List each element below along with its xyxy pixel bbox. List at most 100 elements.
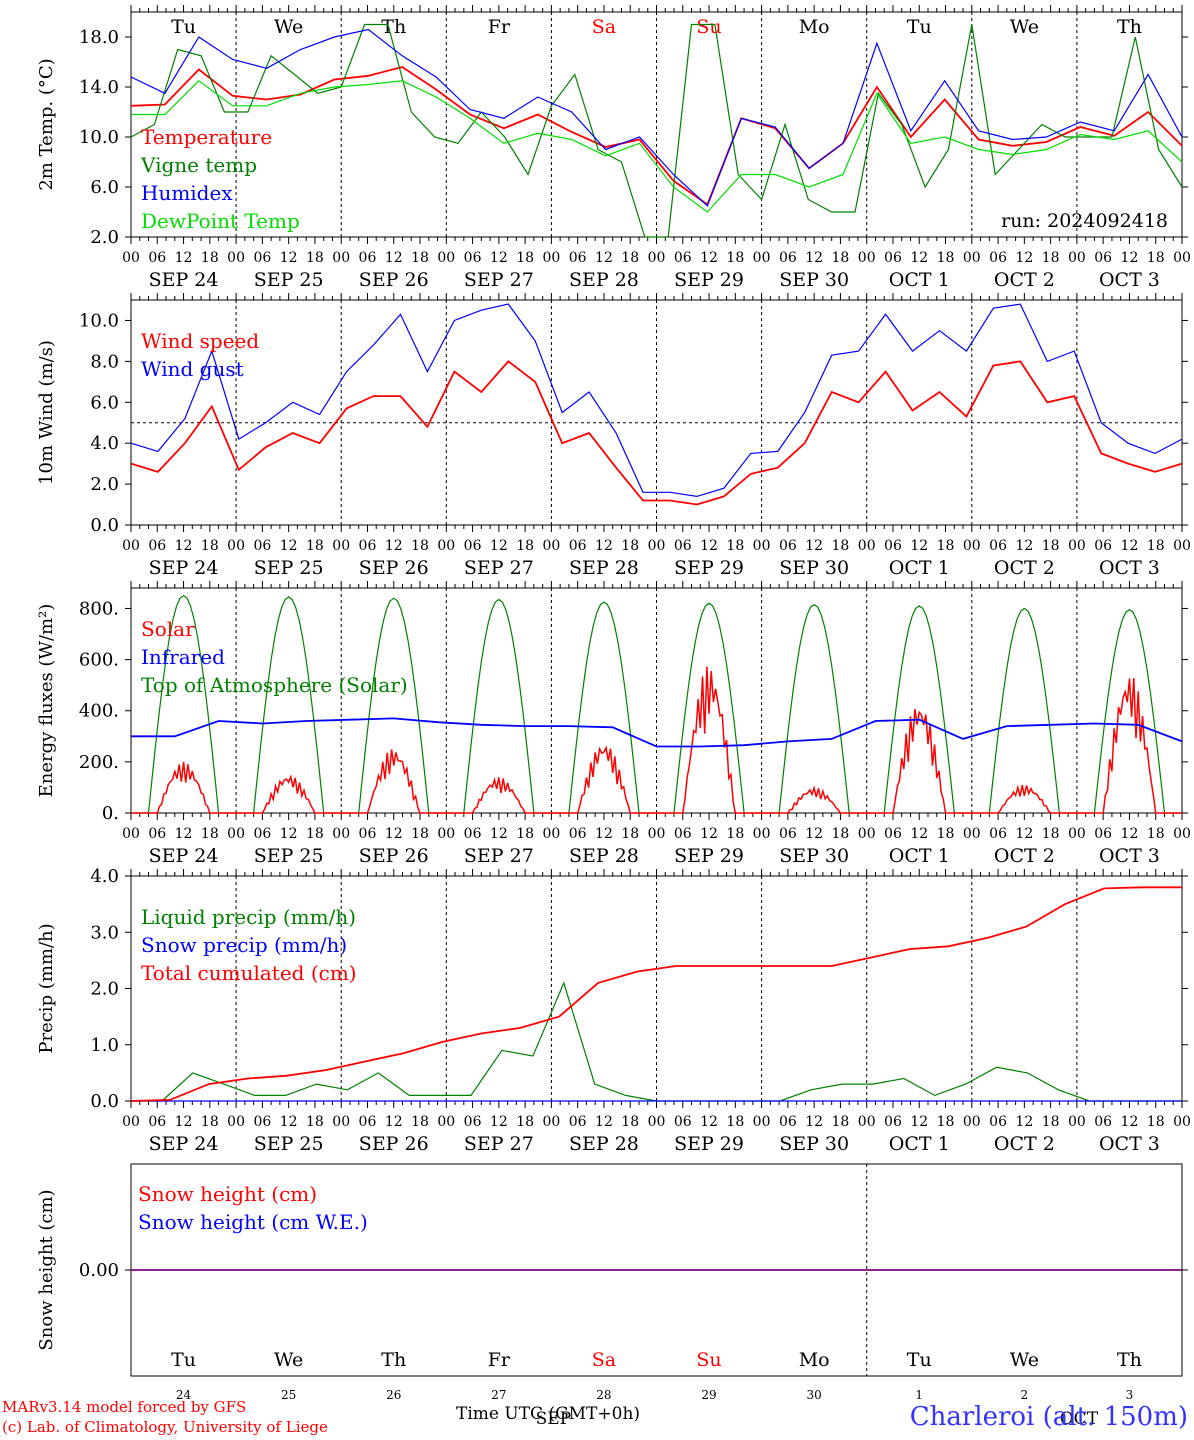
x-hour-label: 18 bbox=[516, 250, 534, 266]
x-hour-label: 06 bbox=[674, 826, 692, 842]
x-hour-label: 06 bbox=[569, 1114, 587, 1130]
x-date-label: OCT 3 bbox=[1099, 269, 1160, 291]
x-hour-label: 00 bbox=[542, 538, 560, 554]
x-hour-label: 18 bbox=[937, 826, 955, 842]
x-hour-label: 12 bbox=[280, 538, 298, 554]
x-hour-label: 18 bbox=[621, 250, 639, 266]
x-hour-label: 12 bbox=[490, 1114, 508, 1130]
x-hour-label: 06 bbox=[1094, 826, 1112, 842]
x-hour-label: 06 bbox=[884, 538, 902, 554]
x-hour-label: 18 bbox=[411, 250, 429, 266]
x-date-label: SEP 27 bbox=[464, 845, 534, 867]
x-hour-label: 12 bbox=[490, 538, 508, 554]
x-date-label: SEP 28 bbox=[569, 845, 639, 867]
x-date-label: SEP 25 bbox=[254, 557, 324, 579]
x-hour-label: 00 bbox=[332, 826, 350, 842]
x-hour-label: 00 bbox=[227, 250, 245, 266]
x-date-label: SEP 29 bbox=[674, 557, 744, 579]
x-date-label: SEP 27 bbox=[464, 1133, 534, 1155]
day-abbrev-bottom: Th bbox=[1117, 1349, 1142, 1371]
x-hour-label: 12 bbox=[805, 538, 823, 554]
series-wind-gust bbox=[130, 303, 1183, 498]
x-hour-label: 06 bbox=[1094, 1114, 1112, 1130]
x-hour-label: 12 bbox=[1121, 250, 1139, 266]
x-date-label: SEP 25 bbox=[254, 1133, 324, 1155]
x-hour-label: 06 bbox=[464, 826, 482, 842]
x-hour-label: 18 bbox=[201, 250, 219, 266]
day-abbrev-top: We bbox=[274, 16, 303, 38]
x-hour-label: 06 bbox=[359, 1114, 377, 1130]
legend-entry: Infrared bbox=[141, 645, 225, 669]
x-hour-label: 12 bbox=[175, 826, 193, 842]
x-hour-label: 12 bbox=[175, 538, 193, 554]
x-hour-label: 00 bbox=[858, 250, 876, 266]
y-tick-label: 4.0 bbox=[90, 433, 119, 454]
x-hour-label: 06 bbox=[569, 250, 587, 266]
y-tick-label: 800. bbox=[79, 598, 119, 619]
x-hour-label: 12 bbox=[1015, 538, 1033, 554]
x-date-label: SEP 30 bbox=[779, 845, 849, 867]
x-hour-label: 12 bbox=[385, 250, 403, 266]
x-hour-label: 06 bbox=[989, 250, 1007, 266]
x-hour-label: 00 bbox=[753, 250, 771, 266]
x-hour-label: 18 bbox=[201, 826, 219, 842]
x-hour-label: 12 bbox=[385, 826, 403, 842]
x-hour-label: 00 bbox=[227, 826, 245, 842]
x-hour-label: 12 bbox=[1121, 1114, 1139, 1130]
panel-frame bbox=[130, 587, 1183, 814]
x-hour-label: 18 bbox=[201, 1114, 219, 1130]
x-hour-label: 12 bbox=[700, 826, 718, 842]
x-hour-label: 00 bbox=[227, 1114, 245, 1130]
x-date-label: OCT 3 bbox=[1099, 557, 1160, 579]
day-number-label: 29 bbox=[701, 1388, 716, 1402]
x-hour-label: 12 bbox=[910, 250, 928, 266]
x-date-label: OCT 2 bbox=[994, 845, 1055, 867]
day-number-label: 25 bbox=[281, 1388, 296, 1402]
legend-entry: Vigne temp bbox=[140, 153, 257, 177]
x-hour-label: 00 bbox=[648, 1114, 666, 1130]
x-date-label: OCT 3 bbox=[1099, 845, 1160, 867]
x-hour-label: 18 bbox=[411, 1114, 429, 1130]
y-axis-label: Energy fluxes (W/m²) bbox=[36, 604, 57, 798]
x-hour-label: 18 bbox=[306, 538, 324, 554]
x-hour-label: 12 bbox=[280, 826, 298, 842]
x-hour-label: 06 bbox=[148, 538, 166, 554]
x-hour-label: 00 bbox=[753, 538, 771, 554]
y-tick-label: 6.0 bbox=[90, 392, 119, 413]
x-hour-label: 18 bbox=[726, 538, 744, 554]
y-tick-label: 200. bbox=[79, 752, 119, 773]
x-hour-label: 18 bbox=[832, 250, 850, 266]
series-vigne-temp bbox=[130, 23, 1183, 238]
x-hour-label: 06 bbox=[148, 1114, 166, 1130]
x-date-label: SEP 25 bbox=[254, 845, 324, 867]
x-hour-label: 06 bbox=[359, 538, 377, 554]
x-hour-label: 12 bbox=[175, 1114, 193, 1130]
x-hour-label: 00 bbox=[1068, 1114, 1086, 1130]
x-date-label: OCT 3 bbox=[1099, 1133, 1160, 1155]
credit-line-1: MARv3.14 model forced by GFS bbox=[2, 1398, 247, 1416]
x-hour-label: 12 bbox=[490, 826, 508, 842]
x-hour-label: 12 bbox=[595, 538, 613, 554]
y-tick-label: 0. bbox=[102, 803, 119, 824]
x-hour-label: 06 bbox=[674, 1114, 692, 1130]
x-hour-label: 18 bbox=[621, 538, 639, 554]
x-hour-label: 06 bbox=[253, 826, 271, 842]
x-hour-label: 00 bbox=[648, 826, 666, 842]
y-tick-label: 14.0 bbox=[79, 77, 119, 98]
series-liquid-precip-mm-h- bbox=[131, 981, 1182, 1102]
day-abbrev-top: Tu bbox=[171, 16, 196, 38]
x-hour-label: 00 bbox=[1173, 826, 1191, 842]
x-hour-label: 00 bbox=[1173, 538, 1191, 554]
x-hour-label: 06 bbox=[464, 538, 482, 554]
x-hour-label: 00 bbox=[648, 250, 666, 266]
x-hour-label: 00 bbox=[1173, 250, 1191, 266]
x-hour-label: 12 bbox=[910, 1114, 928, 1130]
x-hour-label: 12 bbox=[805, 1114, 823, 1130]
day-abbrev-top: Tu bbox=[907, 16, 932, 38]
x-hour-label: 18 bbox=[201, 538, 219, 554]
y-tick-label: 6.0 bbox=[90, 177, 119, 198]
x-date-label: OCT 1 bbox=[889, 557, 950, 579]
x-hour-label: 12 bbox=[1121, 826, 1139, 842]
x-hour-label: 18 bbox=[1042, 250, 1060, 266]
